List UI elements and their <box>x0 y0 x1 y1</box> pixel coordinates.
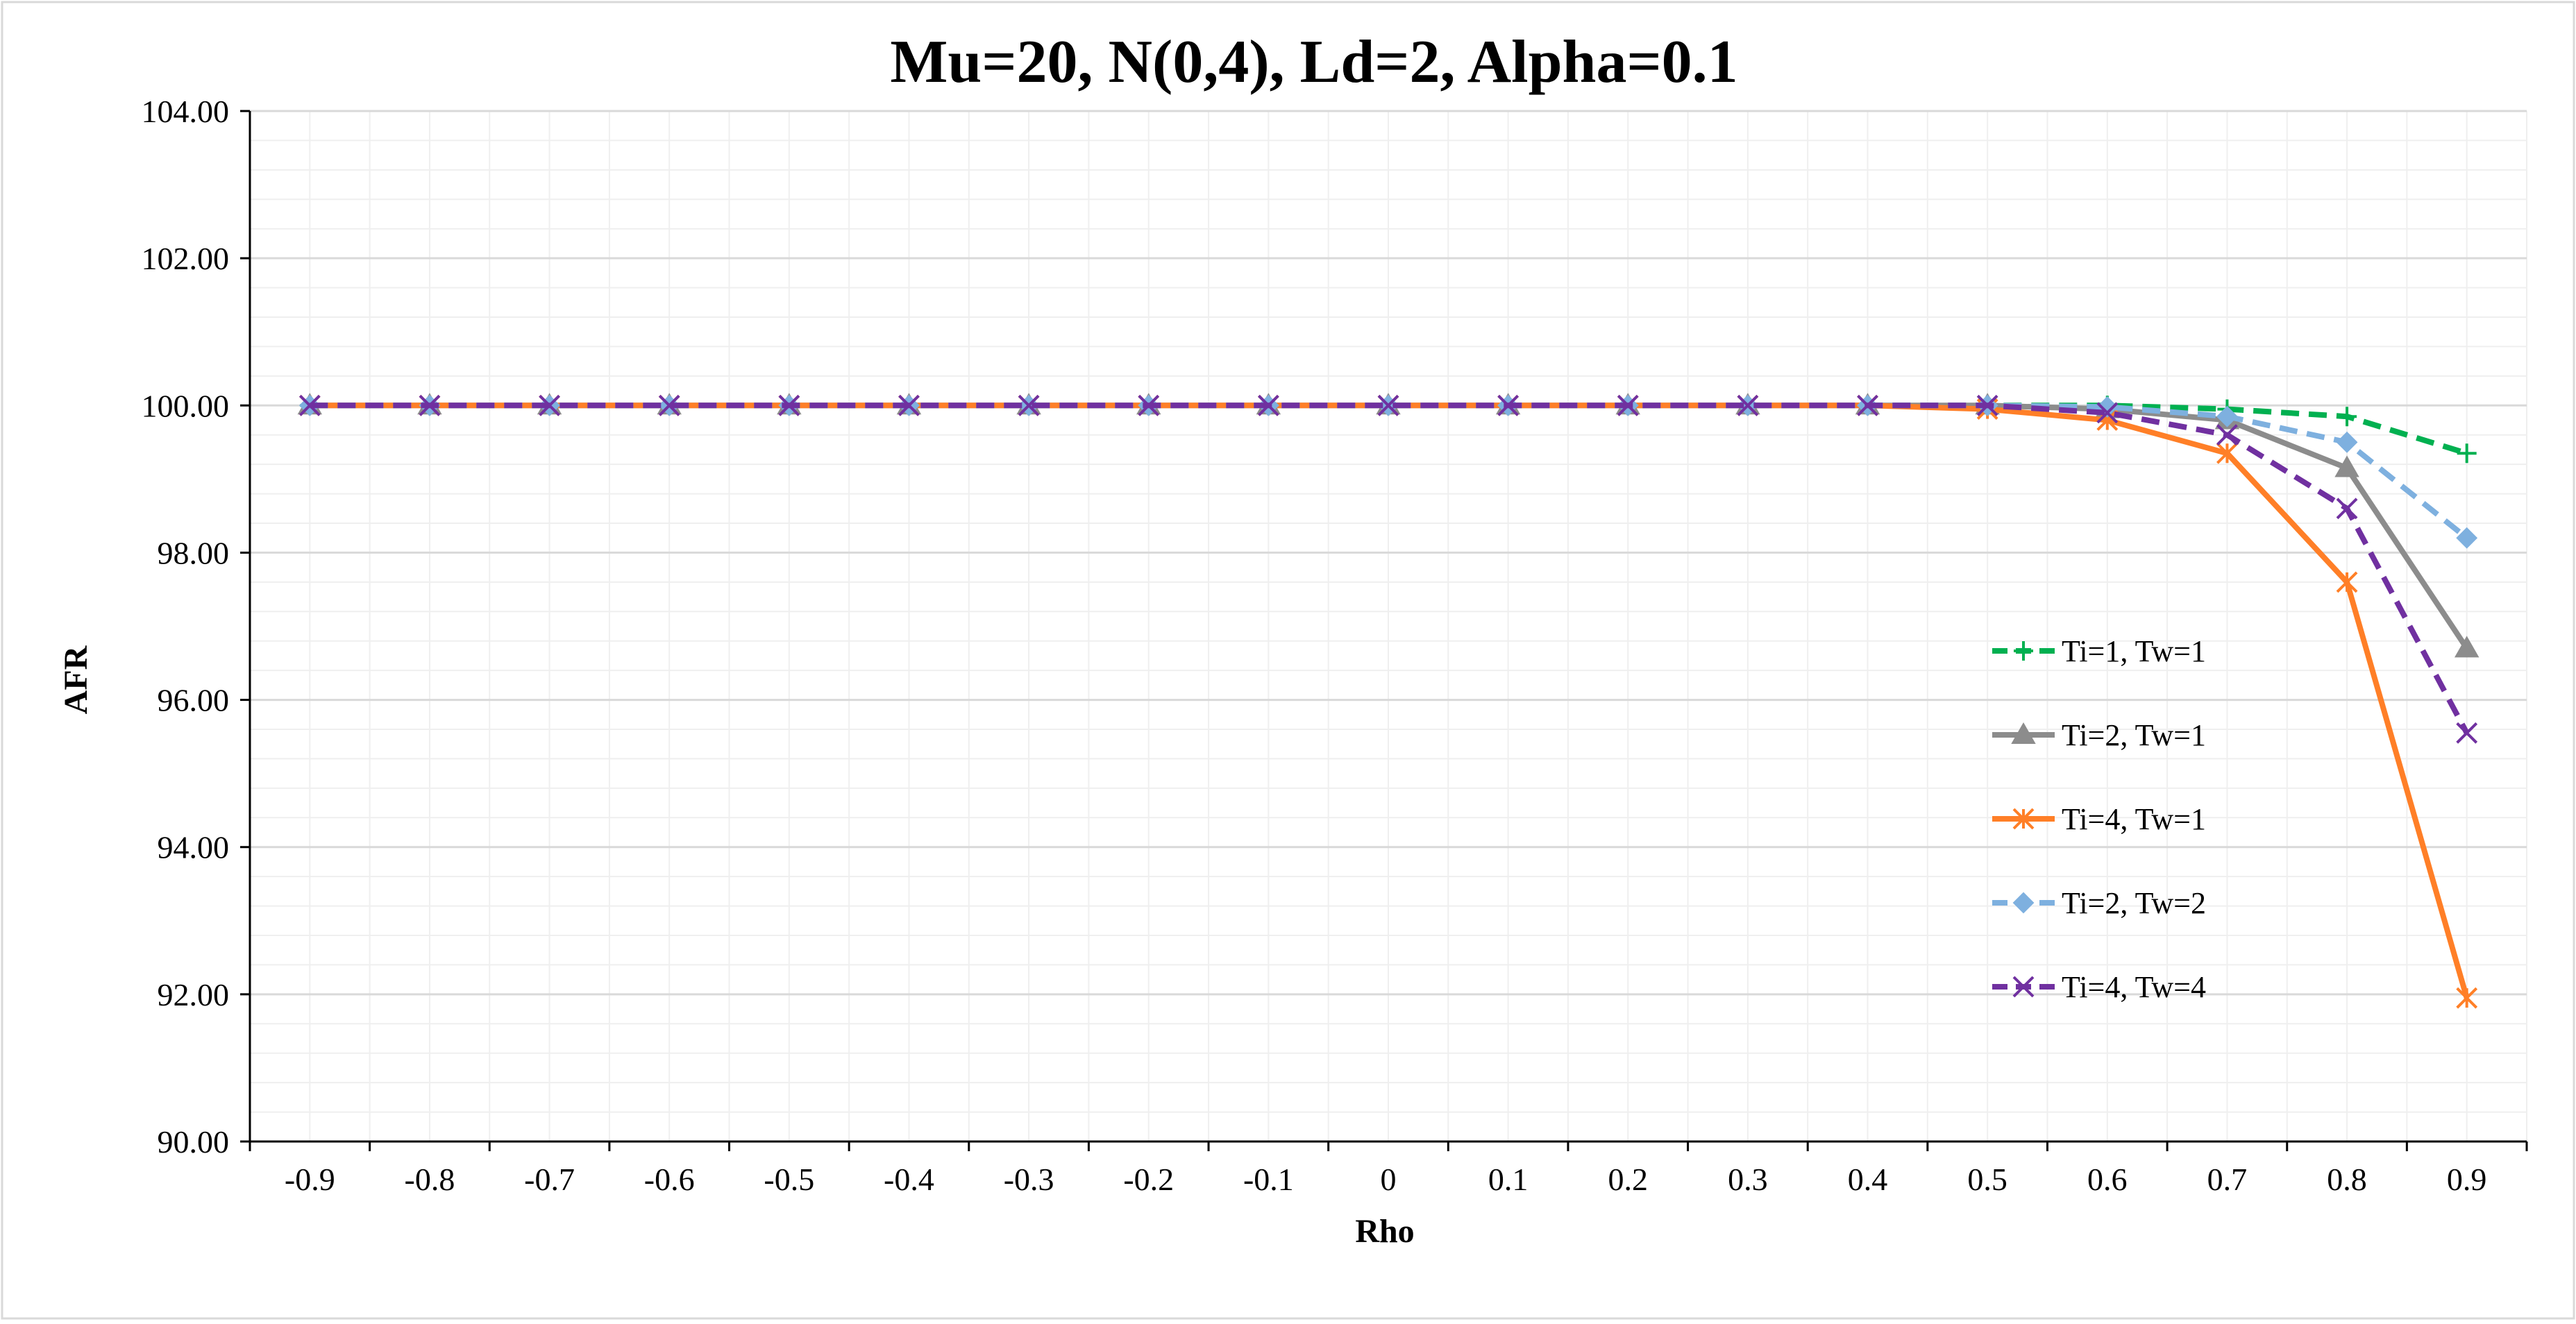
x-tick-label: -0.6 <box>644 1162 695 1197</box>
y-tick-label: 104.00 <box>142 94 230 129</box>
x-tick-label: 0.3 <box>1728 1162 1768 1197</box>
legend-entry-3: Ti=4, Tw=1 <box>1992 802 2206 836</box>
y-tick-label: 92.00 <box>158 977 230 1012</box>
x-tick-label: 0 <box>1381 1162 1397 1197</box>
y-tick-label: 102.00 <box>142 241 230 276</box>
data-point <box>2454 636 2480 658</box>
y-tick-label: 90.00 <box>158 1124 230 1160</box>
legend-label: Ti=2, Tw=1 <box>2062 718 2206 752</box>
x-tick-label: -0.3 <box>1004 1162 1054 1197</box>
data-point <box>1377 394 1399 416</box>
data-point <box>1857 394 1878 416</box>
data-point <box>2456 527 2478 549</box>
data-point <box>2216 405 2238 427</box>
legend-entry-2: Ti=2, Tw=1 <box>1992 718 2206 752</box>
x-tick-label: 0.2 <box>1608 1162 1649 1197</box>
y-tick-label: 94.00 <box>158 830 230 865</box>
data-point <box>419 394 441 416</box>
data-point <box>2336 431 2358 453</box>
data-point <box>1138 394 1160 416</box>
data-point <box>1018 394 1040 416</box>
x-tick-label: 0.9 <box>2447 1162 2487 1197</box>
data-point <box>2336 571 2358 593</box>
data-point <box>2336 498 2358 520</box>
legend-label: Ti=4, Tw=4 <box>2062 970 2206 1004</box>
x-tick-label: 0.7 <box>2207 1162 2248 1197</box>
legend-marker <box>2012 892 2035 914</box>
x-tick-label: -0.1 <box>1243 1162 1294 1197</box>
data-point <box>2216 442 2238 464</box>
data-point <box>1737 394 1759 416</box>
x-tick-labels: -0.9 -0.8 -0.7 -0.6 -0.5 -0.4 -0.3 -0.2 -0.1 0 0.1… <box>285 1162 2487 1197</box>
data-point <box>2337 407 2357 427</box>
data-point <box>298 394 321 416</box>
data-point <box>2216 424 2238 446</box>
legend-marker <box>2012 976 2035 998</box>
data-point <box>2096 402 2119 424</box>
data-point <box>778 394 800 416</box>
data-point <box>658 394 680 416</box>
series-5 <box>298 394 2478 744</box>
x-tick-label: -0.8 <box>405 1162 455 1197</box>
x-tick-label: 0.4 <box>1848 1162 1888 1197</box>
legend-entry-5: Ti=4, Tw=4 <box>1992 970 2206 1004</box>
x-tick-label: 0.5 <box>1967 1162 2007 1197</box>
legend-marker <box>2014 641 2033 661</box>
data-point <box>2334 455 2359 477</box>
x-tick-label: -0.7 <box>524 1162 575 1197</box>
x-tick-label: -0.5 <box>764 1162 814 1197</box>
y-tick-labels: 90.00 92.00 94.00 96.00 98.00 100.00 102.00 104… <box>142 94 230 1160</box>
data-point <box>898 394 920 416</box>
y-tick-label: 96.00 <box>158 683 230 718</box>
data-point <box>2456 722 2478 744</box>
data-point <box>1976 394 1998 416</box>
data-point <box>539 394 560 416</box>
legend-marker <box>2011 722 2036 744</box>
legend-entry-1: Ti=1, Tw=1 <box>1992 634 2206 668</box>
y-tick-label: 100.00 <box>142 388 230 423</box>
x-tick-label: -0.4 <box>884 1162 934 1197</box>
legend-entry-4: Ti=2, Tw=2 <box>1992 886 2206 920</box>
series <box>297 393 2480 1009</box>
chart-title: Mu=20, N(0,4), Ld=2, Alpha=0.1 <box>890 28 1737 96</box>
x-tick-label: -0.9 <box>285 1162 335 1197</box>
data-point <box>1257 394 1279 416</box>
x-tick-label: 0.8 <box>2327 1162 2367 1197</box>
x-tick-label: -0.2 <box>1123 1162 1174 1197</box>
y-tick-label: 98.00 <box>158 535 230 570</box>
data-point <box>1497 394 1519 416</box>
legend-marker <box>2012 808 2035 830</box>
data-point <box>2457 443 2477 464</box>
legend-label: Ti=4, Tw=1 <box>2062 802 2206 836</box>
legend-label: Ti=1, Tw=1 <box>2062 634 2206 668</box>
x-tick-label: 0.6 <box>2087 1162 2128 1197</box>
x-tick-label: 0.1 <box>1488 1162 1529 1197</box>
data-point <box>2456 987 2478 1009</box>
axes <box>240 110 2528 1151</box>
y-axis-label: AFR <box>58 645 94 714</box>
x-axis-label: Rho <box>1355 1213 1414 1250</box>
legend: Ti=1, Tw=1 Ti=2, Tw=1 Ti=4, Tw=1 Ti=2, Tw=2… <box>1992 634 2206 1004</box>
data-point <box>1617 394 1639 416</box>
legend-label: Ti=2, Tw=2 <box>2062 886 2206 920</box>
